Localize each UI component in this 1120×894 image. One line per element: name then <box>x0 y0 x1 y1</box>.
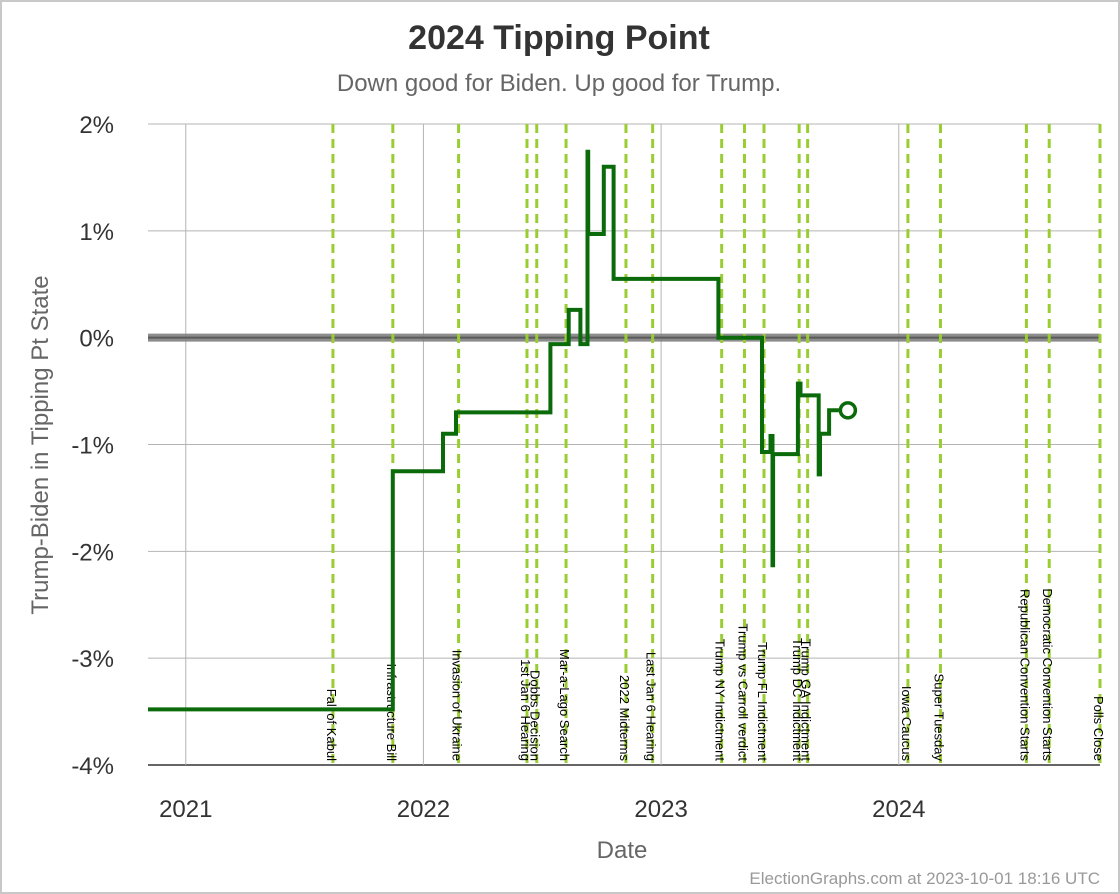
y-tick-label: 1% <box>79 219 114 246</box>
event-label: 2022 Midterms <box>617 675 632 761</box>
chart-title: 2024 Tipping Point <box>408 19 710 57</box>
x-tick-labels: 2021 2022 2023 2024 <box>159 796 925 823</box>
credit-text: ElectionGraphs.com at 2023-10-01 18:16 U… <box>749 869 1100 888</box>
y-tick-label: -1% <box>71 433 114 460</box>
event-label: Fall of Kabul <box>324 689 339 761</box>
event-label: 1st Jan 6 Hearing <box>518 659 533 761</box>
y-axis-label: Trump-Biden in Tipping Pt State <box>27 275 54 614</box>
series-lines <box>148 149 858 712</box>
x-axis-label: Date <box>597 837 648 864</box>
y-tick-label: -2% <box>71 539 114 566</box>
event-label: Trump DC Indictment <box>790 638 805 761</box>
event-label: Infrastructure Bill <box>384 663 399 761</box>
y-tick-label: -3% <box>71 646 114 673</box>
event-label: Polls Close <box>1091 696 1106 761</box>
event-label: Trump NY Indictment <box>713 639 728 761</box>
series-line <box>148 149 839 712</box>
event-label: Last Jan 6 Hearing <box>644 652 659 761</box>
event-label: Invasion of Ukraine <box>450 650 465 761</box>
current-value-marker <box>838 401 858 420</box>
x-tick-label: 2023 <box>634 796 687 823</box>
chart-subtitle: Down good for Biden. Up good for Trump. <box>337 70 781 97</box>
y-tick-labels: 2% 1% 0% -1% -2% -3% -4% <box>71 112 114 780</box>
grid-lines <box>148 123 1100 766</box>
event-label: Trump GA Indictment <box>799 639 814 762</box>
x-tick-label: 2024 <box>872 796 925 823</box>
y-tick-label: 2% <box>79 112 114 139</box>
event-label: Mar-a-Lago Search <box>557 649 572 761</box>
event-label: Republican Convention Starts <box>1017 589 1032 761</box>
event-label: Trump vs Carroll verdict <box>735 624 750 762</box>
x-tick-label: 2021 <box>159 796 212 823</box>
event-label: Iowa Caucus <box>899 686 914 762</box>
event-label: Democratic Convention Starts <box>1040 588 1055 761</box>
y-tick-label: 0% <box>79 326 114 353</box>
event-markers: Fall of Kabul Infrastructure Bill Invasion… <box>324 124 1106 765</box>
event-label: Super Tuesday <box>931 674 946 762</box>
event-label: Dobbs Decision <box>528 670 543 761</box>
x-tick-label: 2022 <box>397 796 450 823</box>
y-tick-label: -4% <box>71 753 114 780</box>
event-label: Trump FL Indictment <box>755 642 770 761</box>
